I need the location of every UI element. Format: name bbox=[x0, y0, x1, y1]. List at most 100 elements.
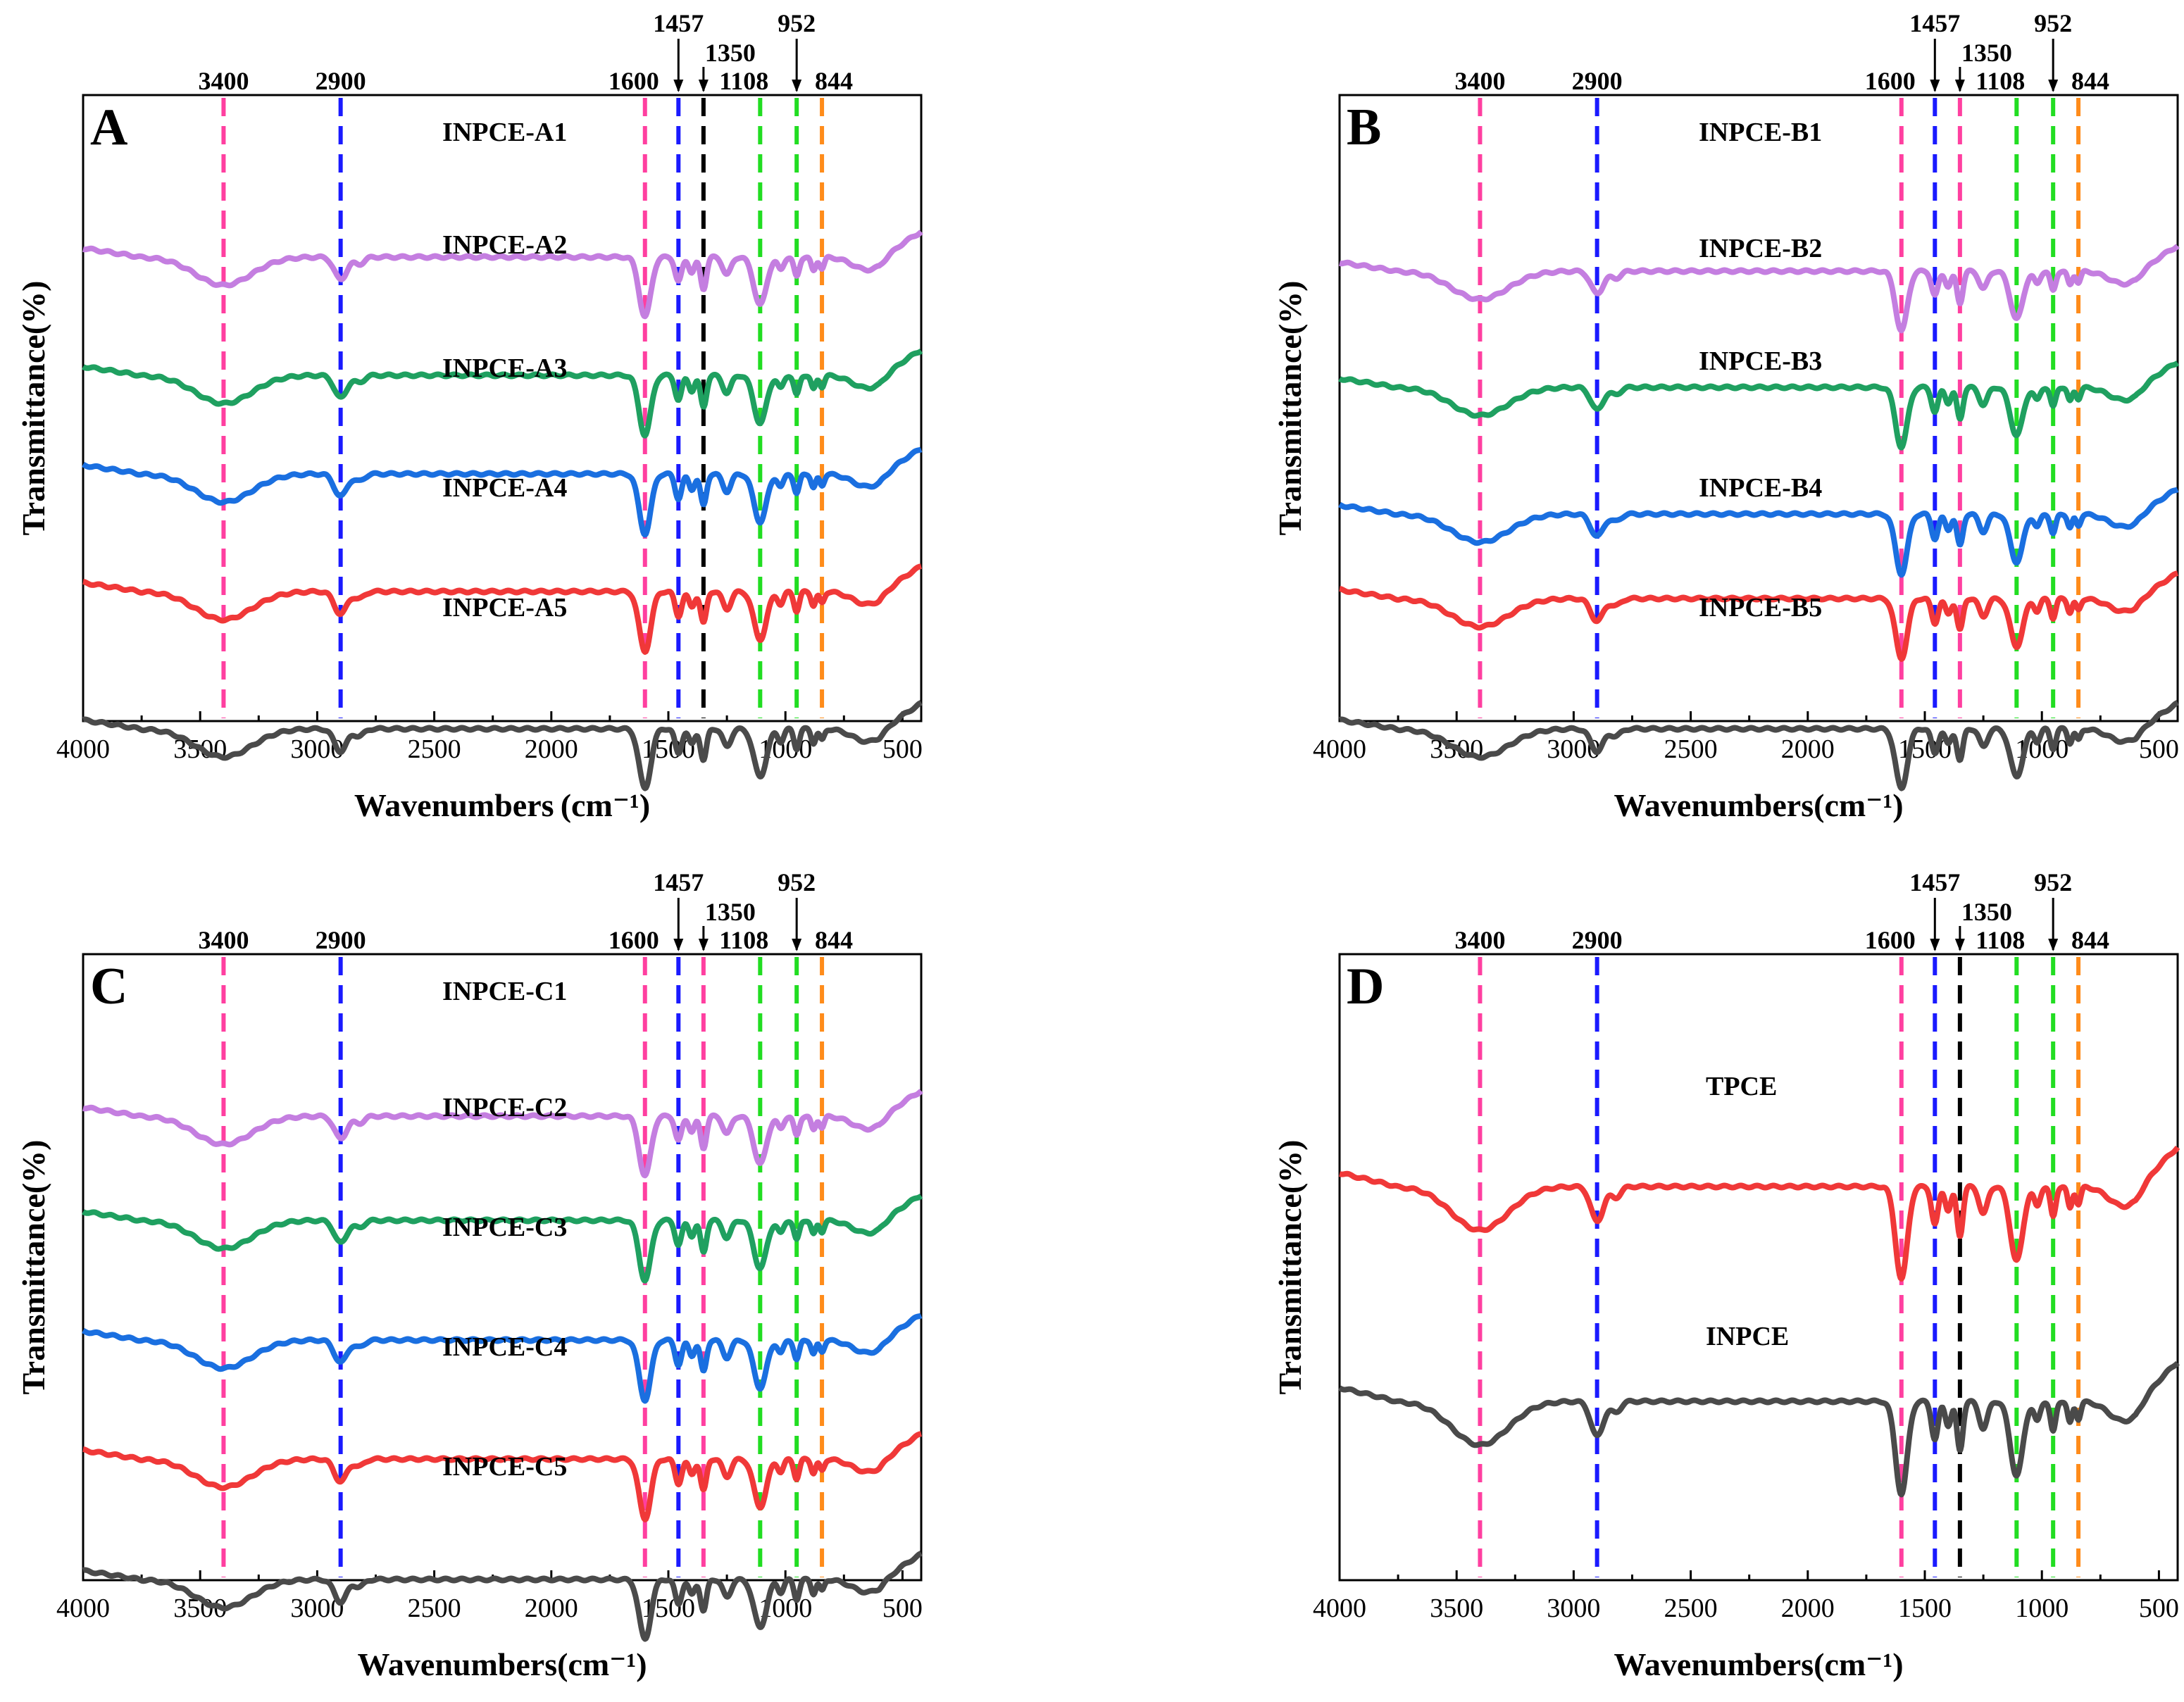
marker-label-1457: 1457 bbox=[1909, 868, 1960, 896]
series-label-inpce-b1: INPCE-B1 bbox=[1699, 118, 1822, 147]
marker-label-3400: 3400 bbox=[198, 67, 249, 95]
marker-label-1350: 1350 bbox=[1961, 39, 2012, 67]
series-label-inpce-b3: INPCE-B3 bbox=[1699, 346, 1822, 376]
marker-label-1350: 1350 bbox=[705, 39, 756, 67]
series-label-inpce-b5: INPCE-B5 bbox=[1699, 593, 1822, 622]
marker-arrowhead-1350 bbox=[1954, 939, 1965, 951]
series-line-inpce-a4 bbox=[81, 563, 923, 655]
x-tick-label: 4000 bbox=[56, 1594, 110, 1623]
series-line-inpce bbox=[1337, 1360, 2180, 1498]
marker-label-1600: 1600 bbox=[1865, 926, 1916, 954]
x-tick-label: 500 bbox=[882, 734, 923, 764]
panel-letter: D bbox=[1347, 958, 1384, 1015]
series-label-inpce-c3: INPCE-C3 bbox=[442, 1213, 567, 1242]
series-label-inpce-a5: INPCE-A5 bbox=[442, 593, 567, 622]
plot-frame bbox=[1338, 94, 2179, 722]
x-tick-label: 3000 bbox=[1547, 1594, 1600, 1623]
y-axis-title: Transmittance(%) bbox=[15, 1140, 51, 1395]
plot-frame bbox=[82, 94, 923, 722]
x-tick-label: 2000 bbox=[1781, 734, 1835, 764]
series-line-inpce-b1 bbox=[1337, 244, 2180, 334]
series-label-inpce-b4: INPCE-B4 bbox=[1699, 473, 1822, 503]
marker-label-1108: 1108 bbox=[719, 926, 768, 954]
series-line-inpce-c1 bbox=[81, 1089, 923, 1179]
series-line-inpce-b4 bbox=[1337, 570, 2180, 662]
series-label-inpce: INPCE bbox=[1706, 1322, 1789, 1351]
marker-label-952: 952 bbox=[778, 9, 816, 37]
marker-label-1600: 1600 bbox=[609, 926, 659, 954]
marker-label-1108: 1108 bbox=[1976, 926, 2025, 954]
series-line-inpce-b5 bbox=[1337, 700, 2180, 791]
x-tick-label: 2500 bbox=[408, 734, 461, 764]
marker-label-844: 844 bbox=[2071, 67, 2109, 95]
x-tick-label: 4000 bbox=[56, 734, 110, 764]
x-tick-label: 1500 bbox=[1898, 1594, 1952, 1623]
series-label-inpce-a2: INPCE-A2 bbox=[442, 230, 567, 260]
series-label-inpce-b2: INPCE-B2 bbox=[1699, 234, 1822, 263]
series-line-inpce-a5 bbox=[81, 700, 923, 791]
marker-label-844: 844 bbox=[815, 926, 853, 954]
x-tick-label: 2000 bbox=[525, 734, 578, 764]
series-label-inpce-a4: INPCE-A4 bbox=[442, 473, 567, 503]
marker-arrowhead-1457 bbox=[673, 80, 684, 92]
marker-arrowhead-1457 bbox=[1930, 80, 1940, 92]
marker-label-1457: 1457 bbox=[1909, 9, 1960, 37]
y-axis-title: Transmittance(%) bbox=[1272, 1140, 1308, 1395]
marker-label-3400: 3400 bbox=[1454, 67, 1505, 95]
x-tick-label: 500 bbox=[2139, 734, 2179, 764]
panel-letter: C bbox=[90, 958, 127, 1015]
marker-arrowhead-1350 bbox=[1954, 80, 1965, 92]
plot-frame bbox=[1338, 953, 2179, 1582]
series-label-tpce: TPCE bbox=[1706, 1072, 1777, 1101]
series-line-inpce-a3 bbox=[81, 446, 923, 538]
series-line-inpce-c3 bbox=[81, 1313, 923, 1404]
series-label-inpce-c1: INPCE-C1 bbox=[442, 977, 567, 1006]
marker-label-952: 952 bbox=[2034, 868, 2072, 896]
series-line-inpce-a2 bbox=[81, 349, 923, 439]
marker-label-2900: 2900 bbox=[1572, 67, 1623, 95]
marker-label-1457: 1457 bbox=[653, 9, 704, 37]
series-label-inpce-a3: INPCE-A3 bbox=[442, 353, 567, 383]
x-axis-title: Wavenumbers (cm⁻¹) bbox=[354, 787, 650, 823]
x-tick-label: 1000 bbox=[2015, 1594, 2068, 1623]
x-tick-label: 2500 bbox=[408, 1594, 461, 1623]
x-tick-label: 500 bbox=[2139, 1594, 2179, 1623]
series-line-inpce-a1 bbox=[81, 230, 923, 320]
series-line-inpce-c4 bbox=[81, 1431, 923, 1522]
x-tick-label: 2500 bbox=[1664, 734, 1718, 764]
marker-label-1108: 1108 bbox=[1976, 67, 2025, 95]
marker-label-1457: 1457 bbox=[653, 868, 704, 896]
marker-arrowhead-1350 bbox=[698, 939, 709, 951]
marker-label-844: 844 bbox=[815, 67, 853, 95]
series-line-inpce-c2 bbox=[81, 1194, 923, 1284]
marker-arrowhead-952 bbox=[792, 80, 802, 92]
marker-arrowhead-952 bbox=[2048, 939, 2059, 951]
marker-label-952: 952 bbox=[2034, 9, 2072, 37]
series-label-inpce-a1: INPCE-A1 bbox=[442, 118, 567, 147]
series-line-tpce bbox=[1337, 1146, 2180, 1282]
series-label-inpce-c4: INPCE-C4 bbox=[442, 1332, 567, 1362]
marker-label-1600: 1600 bbox=[1865, 67, 1916, 95]
x-tick-label: 2000 bbox=[1781, 1594, 1835, 1623]
y-axis-title: Transmittance(%) bbox=[15, 281, 51, 536]
x-tick-label: 2500 bbox=[1664, 1594, 1718, 1623]
panel-letter: A bbox=[90, 99, 127, 156]
panel-d: 4000 3500 3000 2500 2000 1500 1000 500 3400 2900 1… bbox=[1272, 868, 2180, 1682]
series-line-inpce-b3 bbox=[1337, 487, 2180, 578]
marker-label-844: 844 bbox=[2071, 926, 2109, 954]
marker-label-1350: 1350 bbox=[1961, 898, 2012, 926]
series-label-inpce-c5: INPCE-C5 bbox=[442, 1452, 567, 1482]
x-tick-label: 3500 bbox=[1430, 1594, 1483, 1623]
marker-arrowhead-952 bbox=[2048, 80, 2059, 92]
marker-label-2900: 2900 bbox=[316, 67, 366, 95]
marker-label-1600: 1600 bbox=[609, 67, 659, 95]
panel-letter: B bbox=[1347, 99, 1381, 156]
x-axis-title: Wavenumbers(cm⁻¹) bbox=[1614, 787, 1903, 823]
x-axis-title: Wavenumbers(cm⁻¹) bbox=[357, 1646, 647, 1682]
marker-label-2900: 2900 bbox=[1572, 926, 1623, 954]
marker-label-3400: 3400 bbox=[1454, 926, 1505, 954]
x-axis-title: Wavenumbers(cm⁻¹) bbox=[1614, 1646, 1903, 1682]
